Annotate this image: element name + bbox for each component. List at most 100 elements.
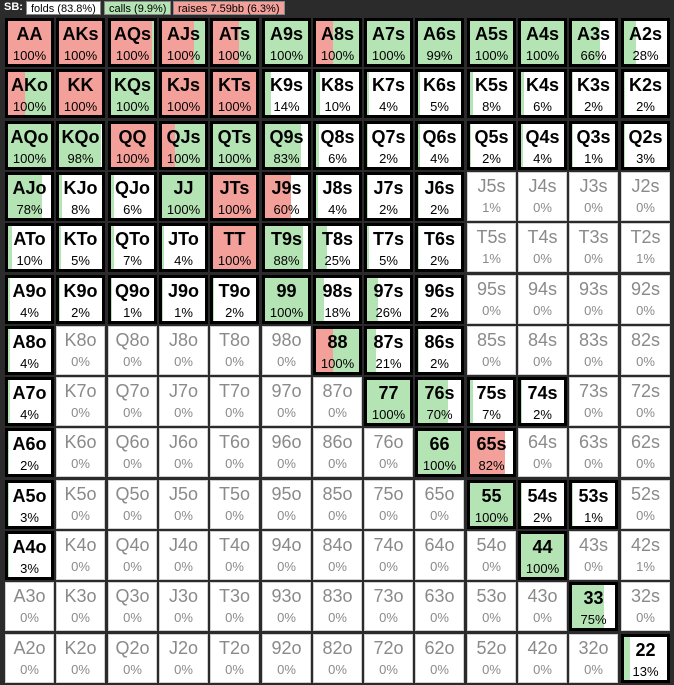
hand-cell-97s[interactable]: 97s 26% bbox=[364, 275, 413, 324]
hand-cell-a3s[interactable]: A3s 66% bbox=[569, 18, 618, 67]
hand-cell-72s[interactable]: 72s 0% bbox=[621, 377, 670, 426]
hand-cell-t8s[interactable]: T8s 25% bbox=[313, 223, 362, 272]
hand-cell-73s[interactable]: 73s 0% bbox=[569, 377, 618, 426]
hand-cell-86o[interactable]: 86o 0% bbox=[313, 428, 362, 477]
hand-cell-k2s[interactable]: K2s 2% bbox=[621, 69, 670, 118]
hand-cell-t6o[interactable]: T6o 0% bbox=[210, 428, 259, 477]
hand-cell-k7o[interactable]: K7o 0% bbox=[56, 377, 105, 426]
hand-cell-62s[interactable]: 62s 0% bbox=[621, 428, 670, 477]
hand-cell-74o[interactable]: 74o 0% bbox=[364, 531, 413, 580]
hand-cell-j5s[interactable]: J5s 1% bbox=[467, 172, 516, 221]
hand-cell-33[interactable]: 33 75% bbox=[569, 582, 618, 631]
hand-cell-63o[interactable]: 63o 0% bbox=[415, 582, 464, 631]
hand-cell-84o[interactable]: 84o 0% bbox=[313, 531, 362, 580]
hand-cell-77[interactable]: 77 100% bbox=[364, 377, 413, 426]
hand-cell-a8s[interactable]: A8s 100% bbox=[313, 18, 362, 67]
hand-cell-k9s[interactable]: K9s 14% bbox=[262, 69, 311, 118]
hand-cell-k3s[interactable]: K3s 2% bbox=[569, 69, 618, 118]
hand-cell-jto[interactable]: JTo 4% bbox=[159, 223, 208, 272]
hand-cell-a7o[interactable]: A7o 4% bbox=[5, 377, 54, 426]
hand-cell-k4s[interactable]: K4s 6% bbox=[518, 69, 567, 118]
hand-cell-t7s[interactable]: T7s 5% bbox=[364, 223, 413, 272]
hand-cell-54o[interactable]: 54o 0% bbox=[467, 531, 516, 580]
hand-cell-85s[interactable]: 85s 0% bbox=[467, 326, 516, 375]
hand-cell-t7o[interactable]: T7o 0% bbox=[210, 377, 259, 426]
hand-cell-qto[interactable]: QTo 7% bbox=[108, 223, 157, 272]
hand-cell-a4s[interactable]: A4s 100% bbox=[518, 18, 567, 67]
hand-cell-84s[interactable]: 84s 0% bbox=[518, 326, 567, 375]
hand-cell-ako[interactable]: AKo 100% bbox=[5, 69, 54, 118]
hand-cell-q4o[interactable]: Q4o 0% bbox=[108, 531, 157, 580]
hand-cell-k4o[interactable]: K4o 0% bbox=[56, 531, 105, 580]
hand-cell-43o[interactable]: 43o 0% bbox=[518, 582, 567, 631]
hand-cell-q5s[interactable]: Q5s 2% bbox=[467, 121, 516, 170]
hand-cell-96s[interactable]: 96s 2% bbox=[415, 275, 464, 324]
hand-cell-q9o[interactable]: Q9o 1% bbox=[108, 275, 157, 324]
hand-cell-a6s[interactable]: A6s 99% bbox=[415, 18, 464, 67]
hand-cell-j6s[interactable]: J6s 2% bbox=[415, 172, 464, 221]
hand-cell-j3o[interactable]: J3o 0% bbox=[159, 582, 208, 631]
hand-cell-k7s[interactable]: K7s 4% bbox=[364, 69, 413, 118]
hand-cell-j4s[interactable]: J4s 0% bbox=[518, 172, 567, 221]
hand-cell-55[interactable]: 55 100% bbox=[467, 480, 516, 529]
hand-cell-94s[interactable]: 94s 0% bbox=[518, 275, 567, 324]
hand-cell-98o[interactable]: 98o 0% bbox=[262, 326, 311, 375]
hand-cell-t9o[interactable]: T9o 2% bbox=[210, 275, 259, 324]
hand-cell-q3s[interactable]: Q3s 1% bbox=[569, 121, 618, 170]
hand-cell-52s[interactable]: 52s 0% bbox=[621, 480, 670, 529]
hand-cell-64s[interactable]: 64s 0% bbox=[518, 428, 567, 477]
hand-cell-jts[interactable]: JTs 100% bbox=[210, 172, 259, 221]
hand-cell-tt[interactable]: TT 100% bbox=[210, 223, 259, 272]
hand-cell-93o[interactable]: 93o 0% bbox=[262, 582, 311, 631]
hand-cell-qq[interactable]: QQ 100% bbox=[108, 121, 157, 170]
hand-cell-95o[interactable]: 95o 0% bbox=[262, 480, 311, 529]
hand-cell-aa[interactable]: AA 100% bbox=[5, 18, 54, 67]
hand-cell-t6s[interactable]: T6s 2% bbox=[415, 223, 464, 272]
hand-cell-a9s[interactable]: A9s 100% bbox=[262, 18, 311, 67]
hand-cell-t5o[interactable]: T5o 0% bbox=[210, 480, 259, 529]
hand-cell-j7s[interactable]: J7s 2% bbox=[364, 172, 413, 221]
hand-cell-j8s[interactable]: J8s 4% bbox=[313, 172, 362, 221]
hand-cell-j3s[interactable]: J3s 0% bbox=[569, 172, 618, 221]
hand-cell-43s[interactable]: 43s 0% bbox=[569, 531, 618, 580]
hand-cell-kjs[interactable]: KJs 100% bbox=[159, 69, 208, 118]
hand-cell-75s[interactable]: 75s 7% bbox=[467, 377, 516, 426]
hand-cell-q2o[interactable]: Q2o 0% bbox=[108, 634, 157, 683]
hand-cell-kqo[interactable]: KQo 98% bbox=[56, 121, 105, 170]
hand-cell-88[interactable]: 88 100% bbox=[313, 326, 362, 375]
hand-cell-j7o[interactable]: J7o 0% bbox=[159, 377, 208, 426]
hand-cell-t4s[interactable]: T4s 0% bbox=[518, 223, 567, 272]
hand-cell-65o[interactable]: 65o 0% bbox=[415, 480, 464, 529]
hand-cell-95s[interactable]: 95s 0% bbox=[467, 275, 516, 324]
hand-cell-65s[interactable]: 65s 82% bbox=[467, 428, 516, 477]
hand-cell-k5s[interactable]: K5s 8% bbox=[467, 69, 516, 118]
hand-cell-t3s[interactable]: T3s 0% bbox=[569, 223, 618, 272]
hand-cell-t3o[interactable]: T3o 0% bbox=[210, 582, 259, 631]
hand-cell-66[interactable]: 66 100% bbox=[415, 428, 464, 477]
hand-cell-kts[interactable]: KTs 100% bbox=[210, 69, 259, 118]
hand-cell-ajs[interactable]: AJs 100% bbox=[159, 18, 208, 67]
hand-cell-44[interactable]: 44 100% bbox=[518, 531, 567, 580]
hand-cell-j6o[interactable]: J6o 0% bbox=[159, 428, 208, 477]
hand-cell-a6o[interactable]: A6o 2% bbox=[5, 428, 54, 477]
hand-cell-82o[interactable]: 82o 0% bbox=[313, 634, 362, 683]
hand-cell-qts[interactable]: QTs 100% bbox=[210, 121, 259, 170]
hand-cell-qjo[interactable]: QJo 6% bbox=[108, 172, 157, 221]
hand-cell-aqs[interactable]: AQs 100% bbox=[108, 18, 157, 67]
hand-cell-a4o[interactable]: A4o 3% bbox=[5, 531, 54, 580]
hand-cell-t2s[interactable]: T2s 1% bbox=[621, 223, 670, 272]
hand-cell-ato[interactable]: ATo 10% bbox=[5, 223, 54, 272]
hand-cell-a7s[interactable]: A7s 100% bbox=[364, 18, 413, 67]
hand-cell-k8s[interactable]: K8s 10% bbox=[313, 69, 362, 118]
hand-cell-94o[interactable]: 94o 0% bbox=[262, 531, 311, 580]
hand-cell-k3o[interactable]: K3o 0% bbox=[56, 582, 105, 631]
hand-cell-a3o[interactable]: A3o 0% bbox=[5, 582, 54, 631]
hand-cell-kjo[interactable]: KJo 8% bbox=[56, 172, 105, 221]
hand-cell-j8o[interactable]: J8o 0% bbox=[159, 326, 208, 375]
hand-cell-q4s[interactable]: Q4s 4% bbox=[518, 121, 567, 170]
hand-cell-q8o[interactable]: Q8o 0% bbox=[108, 326, 157, 375]
hand-cell-a9o[interactable]: A9o 4% bbox=[5, 275, 54, 324]
hand-cell-kto[interactable]: KTo 5% bbox=[56, 223, 105, 272]
hand-cell-q3o[interactable]: Q3o 0% bbox=[108, 582, 157, 631]
hand-cell-j9s[interactable]: J9s 60% bbox=[262, 172, 311, 221]
